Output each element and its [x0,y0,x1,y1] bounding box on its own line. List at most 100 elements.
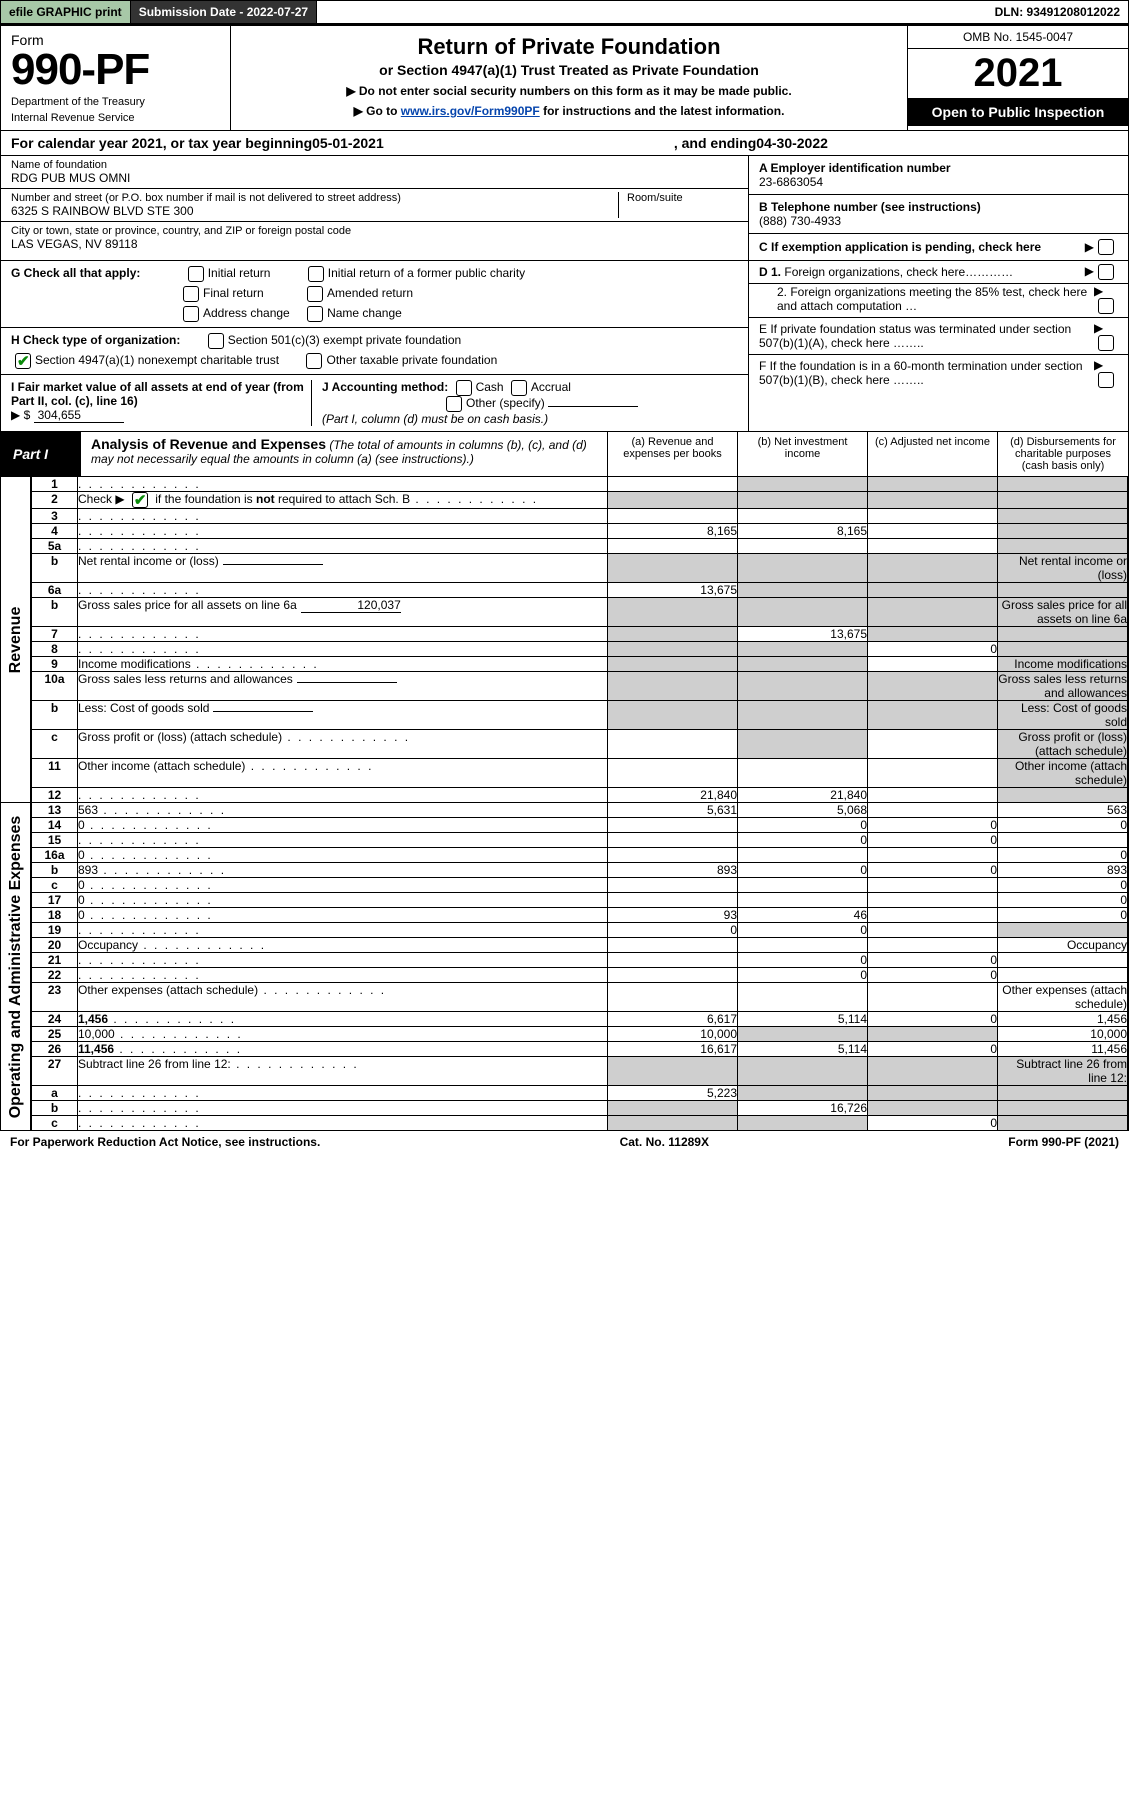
exemption-checkbox[interactable] [1098,239,1114,255]
col-a [608,730,738,759]
line-r6b: bGross sales price for all assets on lin… [32,598,1128,627]
j-cash[interactable] [456,380,472,396]
col-c: 0 [868,863,998,878]
arrow-icon: ▶ [1094,358,1103,372]
g-final-return[interactable] [183,286,199,302]
line-r16c: c00 [32,878,1128,893]
line-num: 9 [32,657,78,672]
g-name-change[interactable] [307,306,323,322]
col-a [608,627,738,642]
e-checkbox[interactable] [1098,335,1114,351]
line-num: c [32,878,78,893]
f-checkbox[interactable] [1098,372,1114,388]
line-num: 8 [32,642,78,657]
h-other-taxable[interactable] [306,353,322,369]
g-row: G Check all that apply: Initial return I… [1,261,748,328]
col-a-head: (a) Revenue and expenses per books [608,432,738,476]
form-note-1: ▶ Do not enter social security numbers o… [241,84,897,98]
line-desc: 563 [78,803,608,818]
line-r19: 1900 [32,923,1128,938]
col-b [738,1027,868,1042]
col-a: 893 [608,863,738,878]
col-b [738,1057,868,1086]
col-c [868,893,998,908]
col-c [868,730,998,759]
col-b [738,492,868,509]
col-b: 46 [738,908,868,923]
col-c [868,583,998,598]
line-desc [78,477,608,492]
col-d [998,923,1128,938]
col-d [998,524,1128,539]
part1-header: Part I Analysis of Revenue and Expenses … [0,432,1129,477]
line-desc: Gross sales price for all assets on line… [78,598,608,627]
revenue-lines: 12Check ▶ if the foundation is not requi… [31,477,1128,802]
col-d [998,492,1128,509]
j-accrual[interactable] [511,380,527,396]
g-address-change[interactable] [183,306,199,322]
col-a [608,598,738,627]
col-d: Gross sales less returns and allowances [998,672,1128,701]
g-initial-return[interactable] [188,266,204,282]
col-a [608,492,738,509]
j-other[interactable] [446,396,462,412]
g-former-charity[interactable] [308,266,324,282]
col-d: Net rental income or (loss) [998,554,1128,583]
g-amended[interactable] [307,286,323,302]
h-4947a1[interactable] [15,353,31,369]
h-opt-3: Other taxable private foundation [326,353,497,367]
line-desc: 893 [78,863,608,878]
col-d [998,953,1128,968]
e-text: E If private foundation status was termi… [759,322,1094,350]
line-r18: 18093460 [32,908,1128,923]
col-a: 6,617 [608,1012,738,1027]
d1-checkbox[interactable] [1098,264,1114,280]
topbar: efile GRAPHIC print Submission Date - 20… [0,0,1129,24]
schb-checkbox[interactable] [132,492,148,508]
col-a: 21,840 [608,788,738,803]
h-501c3[interactable] [208,333,224,349]
line-desc [78,1101,608,1116]
line-num: 18 [32,908,78,923]
line-r3: 3 [32,509,1128,524]
i-label: I Fair market value of all assets at end… [11,380,304,408]
ij-row: I Fair market value of all assets at end… [1,375,748,431]
line-desc: 0 [78,818,608,833]
col-a: 93 [608,908,738,923]
line-desc: Income modifications [78,657,608,672]
line-r27c: c0 [32,1116,1128,1131]
col-c [868,1057,998,1086]
col-a [608,701,738,730]
h-opt-1: Section 501(c)(3) exempt private foundat… [228,333,461,347]
check-grid: G Check all that apply: Initial return I… [0,261,1129,432]
room-label: Room/suite [618,192,738,218]
col-d: Subtract line 26 from line 12: [998,1057,1128,1086]
line-r14: 140000 [32,818,1128,833]
col-c [868,938,998,953]
name-label: Name of foundation [11,159,738,171]
f-text: F If the foundation is in a 60-month ter… [759,359,1094,387]
efile-link[interactable]: efile GRAPHIC print [1,1,131,23]
phone: (888) 730-4933 [759,214,1118,228]
col-c [868,803,998,818]
line-r27b: b16,726 [32,1101,1128,1116]
d2-checkbox[interactable] [1098,298,1114,314]
h-label: H Check type of organization: [11,333,180,347]
line-desc: Check ▶ if the foundation is not require… [78,492,608,509]
col-a [608,1057,738,1086]
irs-link[interactable]: www.irs.gov/Form990PF [401,104,540,118]
col-a [608,1116,738,1131]
col-a [608,893,738,908]
col-b [738,554,868,583]
col-c [868,1101,998,1116]
col-c [868,1086,998,1101]
line-desc [78,583,608,598]
line-r7: 713,675 [32,627,1128,642]
tax-year: 2021 [908,49,1128,98]
col-b: 21,840 [738,788,868,803]
line-desc: Gross sales less returns and allowances [78,672,608,701]
note2-post: for instructions and the latest informat… [540,104,785,118]
line-num: b [32,598,78,627]
cal-begin: 05-01-2021 [312,135,384,151]
col-a: 5,223 [608,1086,738,1101]
